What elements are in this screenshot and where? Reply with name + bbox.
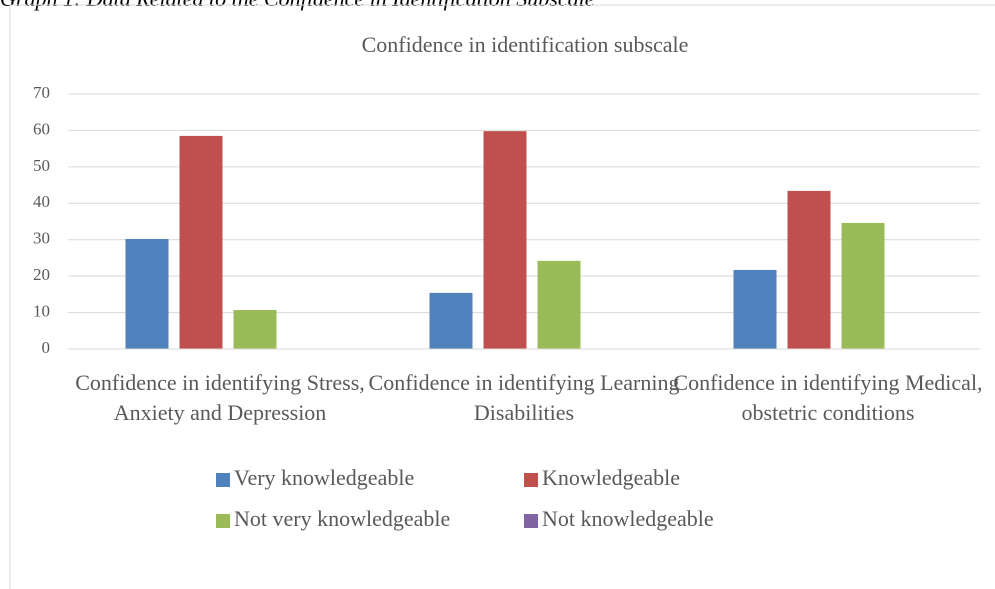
bar (483, 131, 527, 349)
legend-swatch (524, 473, 538, 487)
legend-swatch (524, 514, 538, 528)
legend-label: Very knowledgeable (234, 465, 414, 490)
bar (787, 190, 831, 349)
bar (179, 135, 223, 349)
y-tick-label: 60 (33, 119, 50, 138)
bar (733, 269, 777, 349)
bar (537, 260, 581, 349)
y-tick-label: 70 (33, 83, 50, 102)
y-tick-label: 30 (33, 229, 50, 248)
y-tick-label: 50 (33, 156, 50, 175)
legend-swatch (216, 473, 230, 487)
bar (125, 238, 169, 349)
x-tick-label: Confidence in identifying Medical, obste… (673, 370, 983, 425)
chart-title: Confidence in identification subscale (362, 32, 689, 57)
bar (429, 292, 473, 349)
bar (841, 222, 885, 349)
x-tick-label: Confidence in identifying Stress, Anxiet… (75, 370, 365, 425)
legend-swatch (216, 514, 230, 528)
legend-label: Knowledgeable (542, 465, 680, 490)
chart-border (9, 4, 995, 589)
bar (233, 310, 277, 349)
x-tick-label: Confidence in identifying Learning Disab… (368, 370, 680, 425)
legend-label: Not very knowledgeable (234, 506, 450, 531)
y-tick-label: 40 (33, 192, 50, 211)
y-tick-label: 10 (33, 301, 50, 320)
y-tick-label: 20 (33, 265, 50, 284)
legend-label: Not knowledgeable (542, 506, 714, 531)
y-tick-label: 0 (42, 338, 51, 357)
